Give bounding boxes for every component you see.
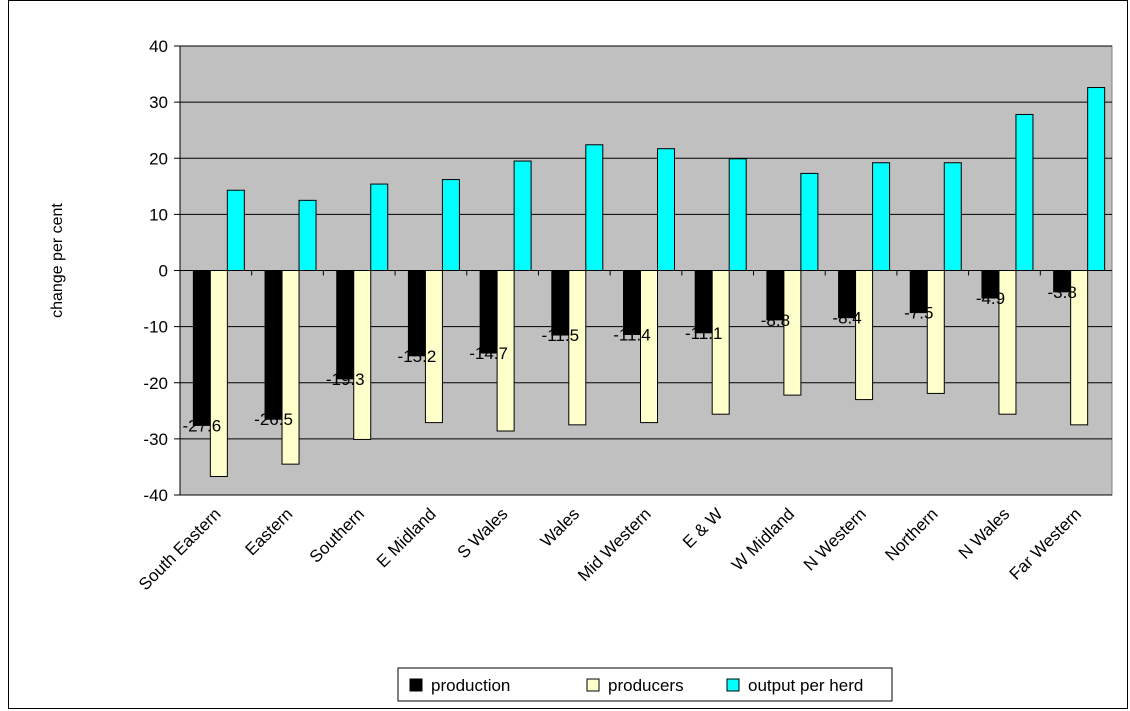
y-axis-title: change per cent <box>49 203 66 318</box>
legend-label: output per herd <box>748 676 863 695</box>
data-label: -8.8 <box>761 311 790 330</box>
legend-box <box>397 667 893 702</box>
bar-producers <box>855 270 874 401</box>
legend-label: producers <box>608 676 684 695</box>
data-label: -11.1 <box>685 324 723 343</box>
data-label: -7.5 <box>904 304 933 323</box>
x-tick-label: Northern <box>881 504 941 564</box>
bar-output-per-herd <box>298 199 317 271</box>
x-tick-label: E & W <box>679 504 726 551</box>
bar-output-per-herd <box>441 179 460 271</box>
y-tick-label: 30 <box>149 93 168 112</box>
y-tick-label: 20 <box>149 149 168 168</box>
data-label: -26.5 <box>254 410 293 429</box>
data-label: -19.3 <box>326 370 365 389</box>
legend: production producers output per herd <box>397 667 893 702</box>
bar-output-per-herd <box>943 162 962 272</box>
data-label: -27.6 <box>182 416 221 435</box>
bar-producers <box>353 270 372 440</box>
x-tick-label: Eastern <box>241 504 296 559</box>
bar-producers <box>568 270 587 426</box>
legend-swatch <box>726 678 740 692</box>
bar-production <box>336 270 355 380</box>
bar-output-per-herd <box>800 172 819 271</box>
bar-production <box>264 270 283 420</box>
bar-output-per-herd <box>513 160 532 271</box>
y-tick-label: 10 <box>149 205 168 224</box>
data-label: -11.4 <box>613 325 651 344</box>
y-tick-label: 0 <box>159 262 168 281</box>
x-tick-label: South Eastern <box>135 504 225 594</box>
data-labels: -27.6 -26.5 -19.3 -15.2 -14.7 -11.5 -11.4 -11.1… <box>182 283 1076 436</box>
x-tick-label: N Western <box>800 504 870 574</box>
bar-output-per-herd <box>585 144 604 271</box>
data-label: -4.9 <box>976 289 1005 308</box>
x-tick-label: Far Western <box>1006 504 1085 583</box>
bar-producers <box>640 270 658 424</box>
data-label: -14.7 <box>469 344 508 363</box>
y-tick-label: -10 <box>143 318 168 337</box>
bar-output-per-herd <box>872 162 891 272</box>
y-tick-label: -40 <box>143 486 168 505</box>
data-label: -3.8 <box>1048 283 1077 302</box>
bar-producers <box>209 270 228 477</box>
bar-output-per-herd <box>226 189 245 272</box>
x-tick-label: E Midland <box>373 504 440 571</box>
bar-output-per-herd <box>1087 87 1106 271</box>
x-tick-label: Mid Western <box>574 504 655 585</box>
bar-output-per-herd <box>370 183 389 272</box>
x-tick-label: Wales <box>537 504 583 550</box>
bar-producers <box>783 270 802 396</box>
legend-swatch <box>409 678 423 692</box>
bar-output-per-herd <box>728 158 747 271</box>
y-tick-label: -20 <box>143 374 168 393</box>
data-label: -11.5 <box>542 326 580 345</box>
bar-production <box>192 270 211 426</box>
bar-production <box>407 270 426 357</box>
bar-producers <box>281 270 300 465</box>
data-label: -15.2 <box>398 347 437 366</box>
x-tick-label: S Wales <box>454 504 512 562</box>
data-label: -8.4 <box>832 309 861 328</box>
y-axis-title-group: change per cent <box>49 203 66 318</box>
x-tick-label: W Midland <box>728 504 798 574</box>
x-tick-label: Southern <box>306 504 368 566</box>
x-tick-label: N Wales <box>955 504 1013 562</box>
legend-swatch <box>586 678 600 692</box>
bar-production <box>479 270 498 354</box>
bar-output-per-herd <box>657 148 675 272</box>
y-tick-label: 40 <box>149 37 168 56</box>
y-tick-label: -30 <box>143 430 168 449</box>
bar-producers <box>926 270 945 394</box>
bars <box>192 87 1106 477</box>
bar-output-per-herd <box>1015 113 1034 271</box>
legend-label: production <box>431 676 510 695</box>
